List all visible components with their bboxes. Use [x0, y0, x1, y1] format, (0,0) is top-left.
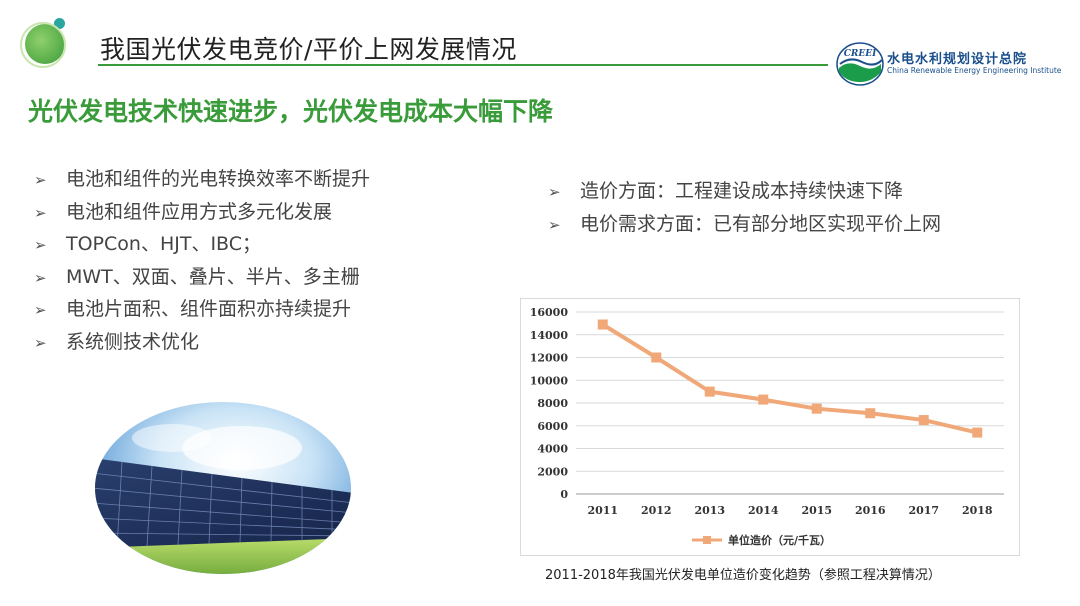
y-tick-label: 16000	[530, 306, 569, 319]
data-point	[865, 408, 876, 419]
x-tick-label: 2015	[801, 504, 832, 517]
data-point	[972, 427, 983, 438]
chart-y-ticks: 0 2000 4000 6000 8000 10000 12000 14000 16000	[530, 306, 569, 501]
data-point	[651, 352, 662, 363]
y-tick-label: 12000	[530, 352, 569, 365]
title-divider	[98, 64, 828, 66]
chart-series	[597, 319, 983, 438]
org-name-en: China Renewable Energy Engineering Insti…	[887, 66, 1062, 75]
bullet-item: ➢ 系统侧技术优化	[34, 327, 370, 360]
x-tick-label: 2012	[641, 504, 672, 517]
solar-panel-image	[95, 402, 351, 574]
series-line	[601, 322, 978, 435]
right-bullet-list: ➢ 造价方面：工程建设成本持续快速下降 ➢ 电价需求方面：已有部分地区实现平价上网	[548, 176, 941, 241]
bullet-item: ➢ 电池片面积、组件面积亦持续提升	[34, 294, 370, 327]
chart-x-ticks: 2011 2012 2013 2014 2015 2016 2017 2018	[587, 504, 992, 517]
bullet-arrow-icon: ➢	[34, 268, 47, 287]
bullet-item: ➢ MWT、双面、叠片、半片、多主栅	[34, 262, 370, 295]
slide-subtitle: 光伏发电技术快速进步，光伏发电成本大幅下降	[28, 97, 554, 126]
left-bullet-list: ➢ 电池和组件的光电转换效率不断提升 ➢ 电池和组件应用方式多元化发展 ➢ TOPCo…	[34, 164, 370, 359]
data-point	[597, 319, 608, 330]
logo-dot-icon	[54, 18, 65, 29]
legend-label: 单位造价（元/千瓦）	[728, 533, 831, 547]
bullet-arrow-icon: ➢	[34, 171, 47, 189]
x-tick-label: 2013	[694, 504, 725, 517]
data-point	[758, 394, 769, 405]
logo-ring-icon	[20, 22, 66, 68]
bullet-arrow-icon: ➢	[34, 203, 47, 222]
data-point	[811, 403, 822, 414]
y-tick-label: 14000	[530, 329, 569, 342]
bullet-item: ➢ 电池和组件应用方式多元化发展	[34, 197, 370, 230]
bullet-item: ➢ 电池和组件的光电转换效率不断提升	[34, 164, 370, 197]
bullet-item: ➢ TOPCon、HJT、IBC；	[34, 229, 370, 262]
y-tick-label: 4000	[537, 443, 568, 456]
bullet-arrow-icon: ➢	[548, 215, 561, 234]
y-tick-label: 0	[560, 488, 568, 501]
chart-legend: 单位造价（元/千瓦）	[692, 533, 831, 547]
x-tick-label: 2014	[748, 504, 779, 517]
page-title: 我国光伏发电竞价/平价上网发展情况	[100, 35, 517, 64]
data-point	[918, 415, 929, 426]
bullet-arrow-icon: ➢	[34, 301, 47, 319]
bullet-item: ➢ 电价需求方面：已有部分地区实现平价上网	[548, 209, 941, 242]
y-tick-label: 10000	[530, 374, 569, 387]
data-point	[704, 386, 715, 397]
bullet-arrow-icon: ➢	[548, 183, 561, 201]
legend-marker-icon	[703, 536, 711, 544]
chart-caption: 2011-2018年我国光伏发电单位造价变化趋势（参照工程决算情况）	[545, 568, 941, 583]
org-name-cn: 水电水利规划设计总院	[887, 52, 1028, 67]
bullet-arrow-icon: ➢	[34, 333, 47, 352]
org-logo-icon: CREEI	[836, 42, 884, 86]
y-tick-label: 8000	[537, 397, 568, 410]
y-tick-label: 6000	[537, 420, 568, 433]
cost-trend-chart: 0 2000 4000 6000 8000 10000 12000 14000 16000 20…	[520, 298, 1020, 556]
bullet-arrow-icon: ➢	[34, 236, 47, 254]
x-tick-label: 2017	[908, 504, 939, 517]
x-tick-label: 2011	[587, 504, 618, 517]
chart-gridlines	[576, 311, 1004, 495]
x-tick-label: 2016	[855, 504, 886, 517]
x-tick-label: 2018	[962, 504, 993, 517]
logo-abbr: CREEI	[844, 49, 877, 59]
y-tick-label: 2000	[537, 465, 568, 478]
bullet-item: ➢ 造价方面：工程建设成本持续快速下降	[548, 176, 941, 209]
